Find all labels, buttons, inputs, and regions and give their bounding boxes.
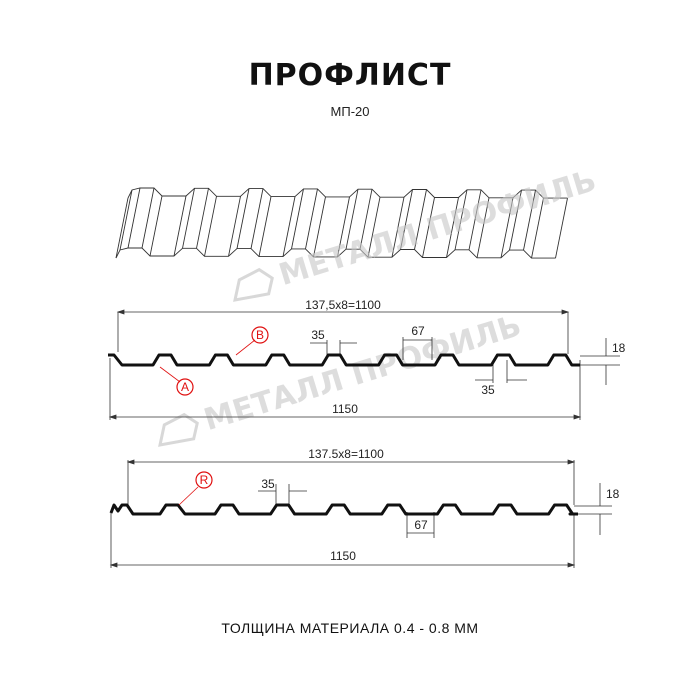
sheet-rib-line <box>182 188 195 249</box>
sheet-edge <box>115 247 556 259</box>
sheet-rib-line <box>291 188 304 249</box>
watermark-1: МЕТАЛЛ ПРОФИЛЬ <box>233 163 600 302</box>
svg-text:МЕТАЛЛ ПРОФИЛЬ: МЕТАЛЛ ПРОФИЛЬ <box>200 308 525 438</box>
sheet-rib-line <box>258 196 272 257</box>
sheet-rib-line <box>173 195 187 257</box>
callout-a: A <box>181 380 189 394</box>
sheet-rib-line <box>531 198 544 259</box>
sheet-rib-line <box>141 187 155 249</box>
material-thickness-note: ТОЛЩИНА МАТЕРИАЛА 0.4 - 0.8 ММ <box>221 620 479 636</box>
bottom-width-dimension: 35 <box>481 383 495 397</box>
callout-r: R <box>200 473 209 487</box>
valley-width-dimension: 67 <box>411 324 425 338</box>
sheet-edge <box>127 187 568 199</box>
sheet-rib-line <box>454 189 468 250</box>
sheet-rib-line <box>555 198 568 259</box>
sheet-rib-line <box>115 197 129 259</box>
height-dimension: 18 <box>612 341 626 355</box>
sheet-3d-view <box>115 187 568 259</box>
pitch-dimension: 137,5x8=1100 <box>305 298 381 312</box>
sheet-rib-line <box>414 189 427 250</box>
sheet-rib-line <box>422 197 435 258</box>
width-dimension: 1150 <box>332 402 358 416</box>
top-width-dimension: 35 <box>311 328 325 342</box>
svg-text:МЕТАЛЛ ПРОФИЛЬ: МЕТАЛЛ ПРОФИЛЬ <box>275 163 600 293</box>
sheet-rib-line <box>282 196 296 257</box>
profile-ab-drawing <box>108 309 620 420</box>
sheet-rib-line <box>476 197 490 258</box>
sheet-rib-line <box>391 197 405 258</box>
sheet-rib-line <box>400 189 413 250</box>
pitch-dimension-r: 137.5x8=1100 <box>308 447 384 461</box>
sheet-rib-line <box>523 190 536 251</box>
page-title: ПРОФЛИСТ <box>248 58 452 93</box>
sheet-rib-line <box>468 189 482 250</box>
sheet-rib-line <box>313 196 326 257</box>
watermark-2: МЕТАЛЛ ПРОФИЛЬ <box>158 308 525 447</box>
sheet-rib-line <box>500 197 514 258</box>
sheet-rib-line <box>236 188 250 249</box>
sheet-rib-line <box>509 190 522 251</box>
sheet-rib-line <box>228 196 241 257</box>
sheet-rib-line <box>149 195 163 257</box>
sheet-rib-line <box>119 189 133 251</box>
sheet-rib-line <box>305 188 318 249</box>
valley-width-dimension-r: 67 <box>414 518 428 532</box>
width-dimension-r: 1150 <box>330 549 356 563</box>
height-dimension-r: 18 <box>606 487 620 501</box>
top-width-dimension-r: 35 <box>261 477 275 491</box>
callout-b: B <box>256 328 264 342</box>
sheet-rib-line <box>204 196 217 257</box>
sheet-rib-line <box>250 188 264 249</box>
model-subtitle: МП-20 <box>330 104 370 119</box>
sheet-rib-line <box>196 188 209 249</box>
sheet-rib-line <box>446 197 459 258</box>
callout-b-circle <box>251 326 269 344</box>
callout-a-circle <box>176 378 194 396</box>
sheet-rib-line <box>127 187 141 249</box>
profile-r-drawing <box>109 459 612 568</box>
callout-r-circle <box>195 471 213 489</box>
sheet-rib-line <box>367 197 381 258</box>
sheet-rib-line <box>337 196 350 257</box>
sheet-rib-line <box>359 189 373 250</box>
sheet-rib-line <box>345 189 359 250</box>
